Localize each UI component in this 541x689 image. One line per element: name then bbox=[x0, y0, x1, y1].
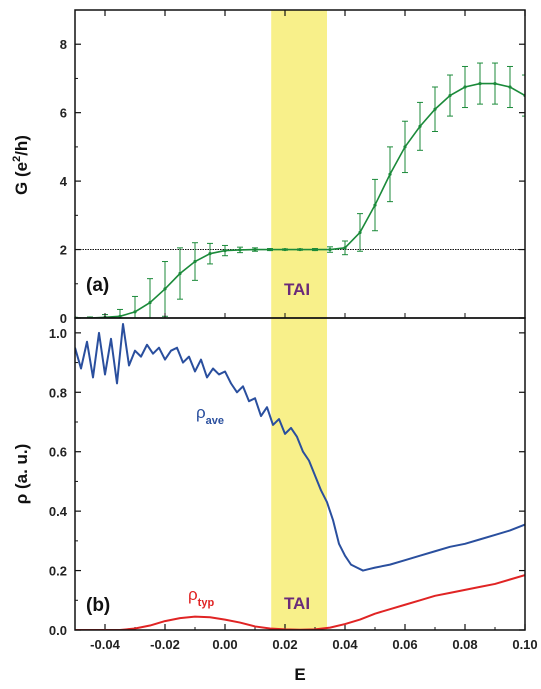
conductance-point bbox=[448, 93, 452, 98]
x-tick-label: 0.04 bbox=[332, 637, 358, 652]
tai-band bbox=[271, 10, 327, 630]
conductance-series bbox=[75, 62, 525, 318]
panel-b-y-tick-label: 0.6 bbox=[49, 445, 67, 460]
x-tick-label: -0.04 bbox=[90, 637, 120, 652]
x-tick-label: -0.02 bbox=[150, 637, 180, 652]
panel-b-frame bbox=[74, 317, 526, 631]
conductance-point bbox=[463, 85, 467, 89]
x-tick-label: 0.10 bbox=[512, 637, 537, 652]
panel-b-y-tick-label: 0.0 bbox=[49, 623, 67, 638]
conductance-point bbox=[433, 107, 437, 111]
panel-b-y-ticks: 0.0 0.2 0.4 0.6 0.8 1.0 bbox=[49, 326, 525, 638]
conductance-point bbox=[478, 81, 482, 86]
conductance-point bbox=[193, 259, 197, 264]
panel-b-label: (b) bbox=[86, 595, 110, 616]
conductance-point bbox=[343, 246, 347, 250]
panel-b-y-tick-label: 0.2 bbox=[49, 564, 67, 579]
panel-a-y-ticks: 0 2 4 6 8 bbox=[60, 9, 525, 326]
conductance-point bbox=[493, 81, 497, 86]
conductance-point bbox=[208, 252, 212, 256]
panel-b-y-axis-title: ρ (a. u.) bbox=[12, 444, 31, 505]
conductance-point bbox=[133, 310, 137, 314]
conductance-point bbox=[313, 247, 317, 252]
panel-a-y-tick-label: 8 bbox=[60, 37, 67, 52]
conductance-point bbox=[418, 124, 422, 128]
panel-a-label: (a) bbox=[86, 275, 109, 296]
rho-ave-line bbox=[75, 322, 525, 572]
x-tick-label: 0.00 bbox=[212, 637, 237, 652]
panel-b-tai-label: TAI bbox=[284, 594, 310, 613]
panel-a-y-tick-label: 2 bbox=[60, 243, 67, 258]
conductance-point bbox=[508, 85, 512, 89]
panel-b-y-tick-label: 0.8 bbox=[49, 385, 67, 400]
x-tick-label: 0.06 bbox=[392, 637, 417, 652]
conductance-point bbox=[253, 247, 257, 252]
conductance-point bbox=[388, 172, 392, 176]
conductance-point bbox=[238, 248, 242, 252]
panel-a-tai-label: TAI bbox=[284, 280, 310, 299]
conductance-point bbox=[283, 247, 287, 252]
conductance-point bbox=[163, 287, 167, 291]
panel-a-y-tick-label: 0 bbox=[60, 311, 67, 326]
x-tick-label: 0.08 bbox=[452, 637, 477, 652]
conductance-point bbox=[403, 145, 407, 149]
conductance-point bbox=[178, 271, 182, 276]
conductance-point bbox=[373, 203, 377, 207]
panel-b-y-tick-label: 0.4 bbox=[49, 504, 68, 519]
rho-ave-legend-label: ρave bbox=[196, 403, 224, 427]
conductance-point bbox=[268, 247, 272, 252]
conductance-point bbox=[223, 248, 227, 253]
conductance-point bbox=[118, 314, 122, 318]
panel-a-y-tick-label: 6 bbox=[60, 106, 67, 121]
x-tick-label: 0.02 bbox=[272, 637, 297, 652]
conductance-point bbox=[358, 230, 362, 235]
panel-b-y-tick-label: 1.0 bbox=[49, 326, 67, 341]
conductance-point bbox=[298, 247, 302, 252]
panel-a-y-tick-label: 4 bbox=[60, 174, 68, 189]
x-ticks: -0.04 -0.02 0.00 0.02 0.04 0.06 0.08 0.10 bbox=[74, 10, 538, 652]
rho-typ-legend-label: ρtyp bbox=[188, 585, 214, 609]
panel-a-y-axis-title: G (e2/h) bbox=[11, 135, 31, 195]
panel-a-conductance: 0 2 4 6 8 (a) TAI G (e2/h) bbox=[11, 9, 525, 326]
x-axis-title: E bbox=[294, 665, 305, 684]
conductance-point bbox=[328, 247, 332, 252]
panel-b-density: 0.00.20.40.60.81.0 -0.04 -0.02 0.00 0.02 0.0… bbox=[12, 10, 538, 684]
conductance-point bbox=[148, 301, 152, 305]
